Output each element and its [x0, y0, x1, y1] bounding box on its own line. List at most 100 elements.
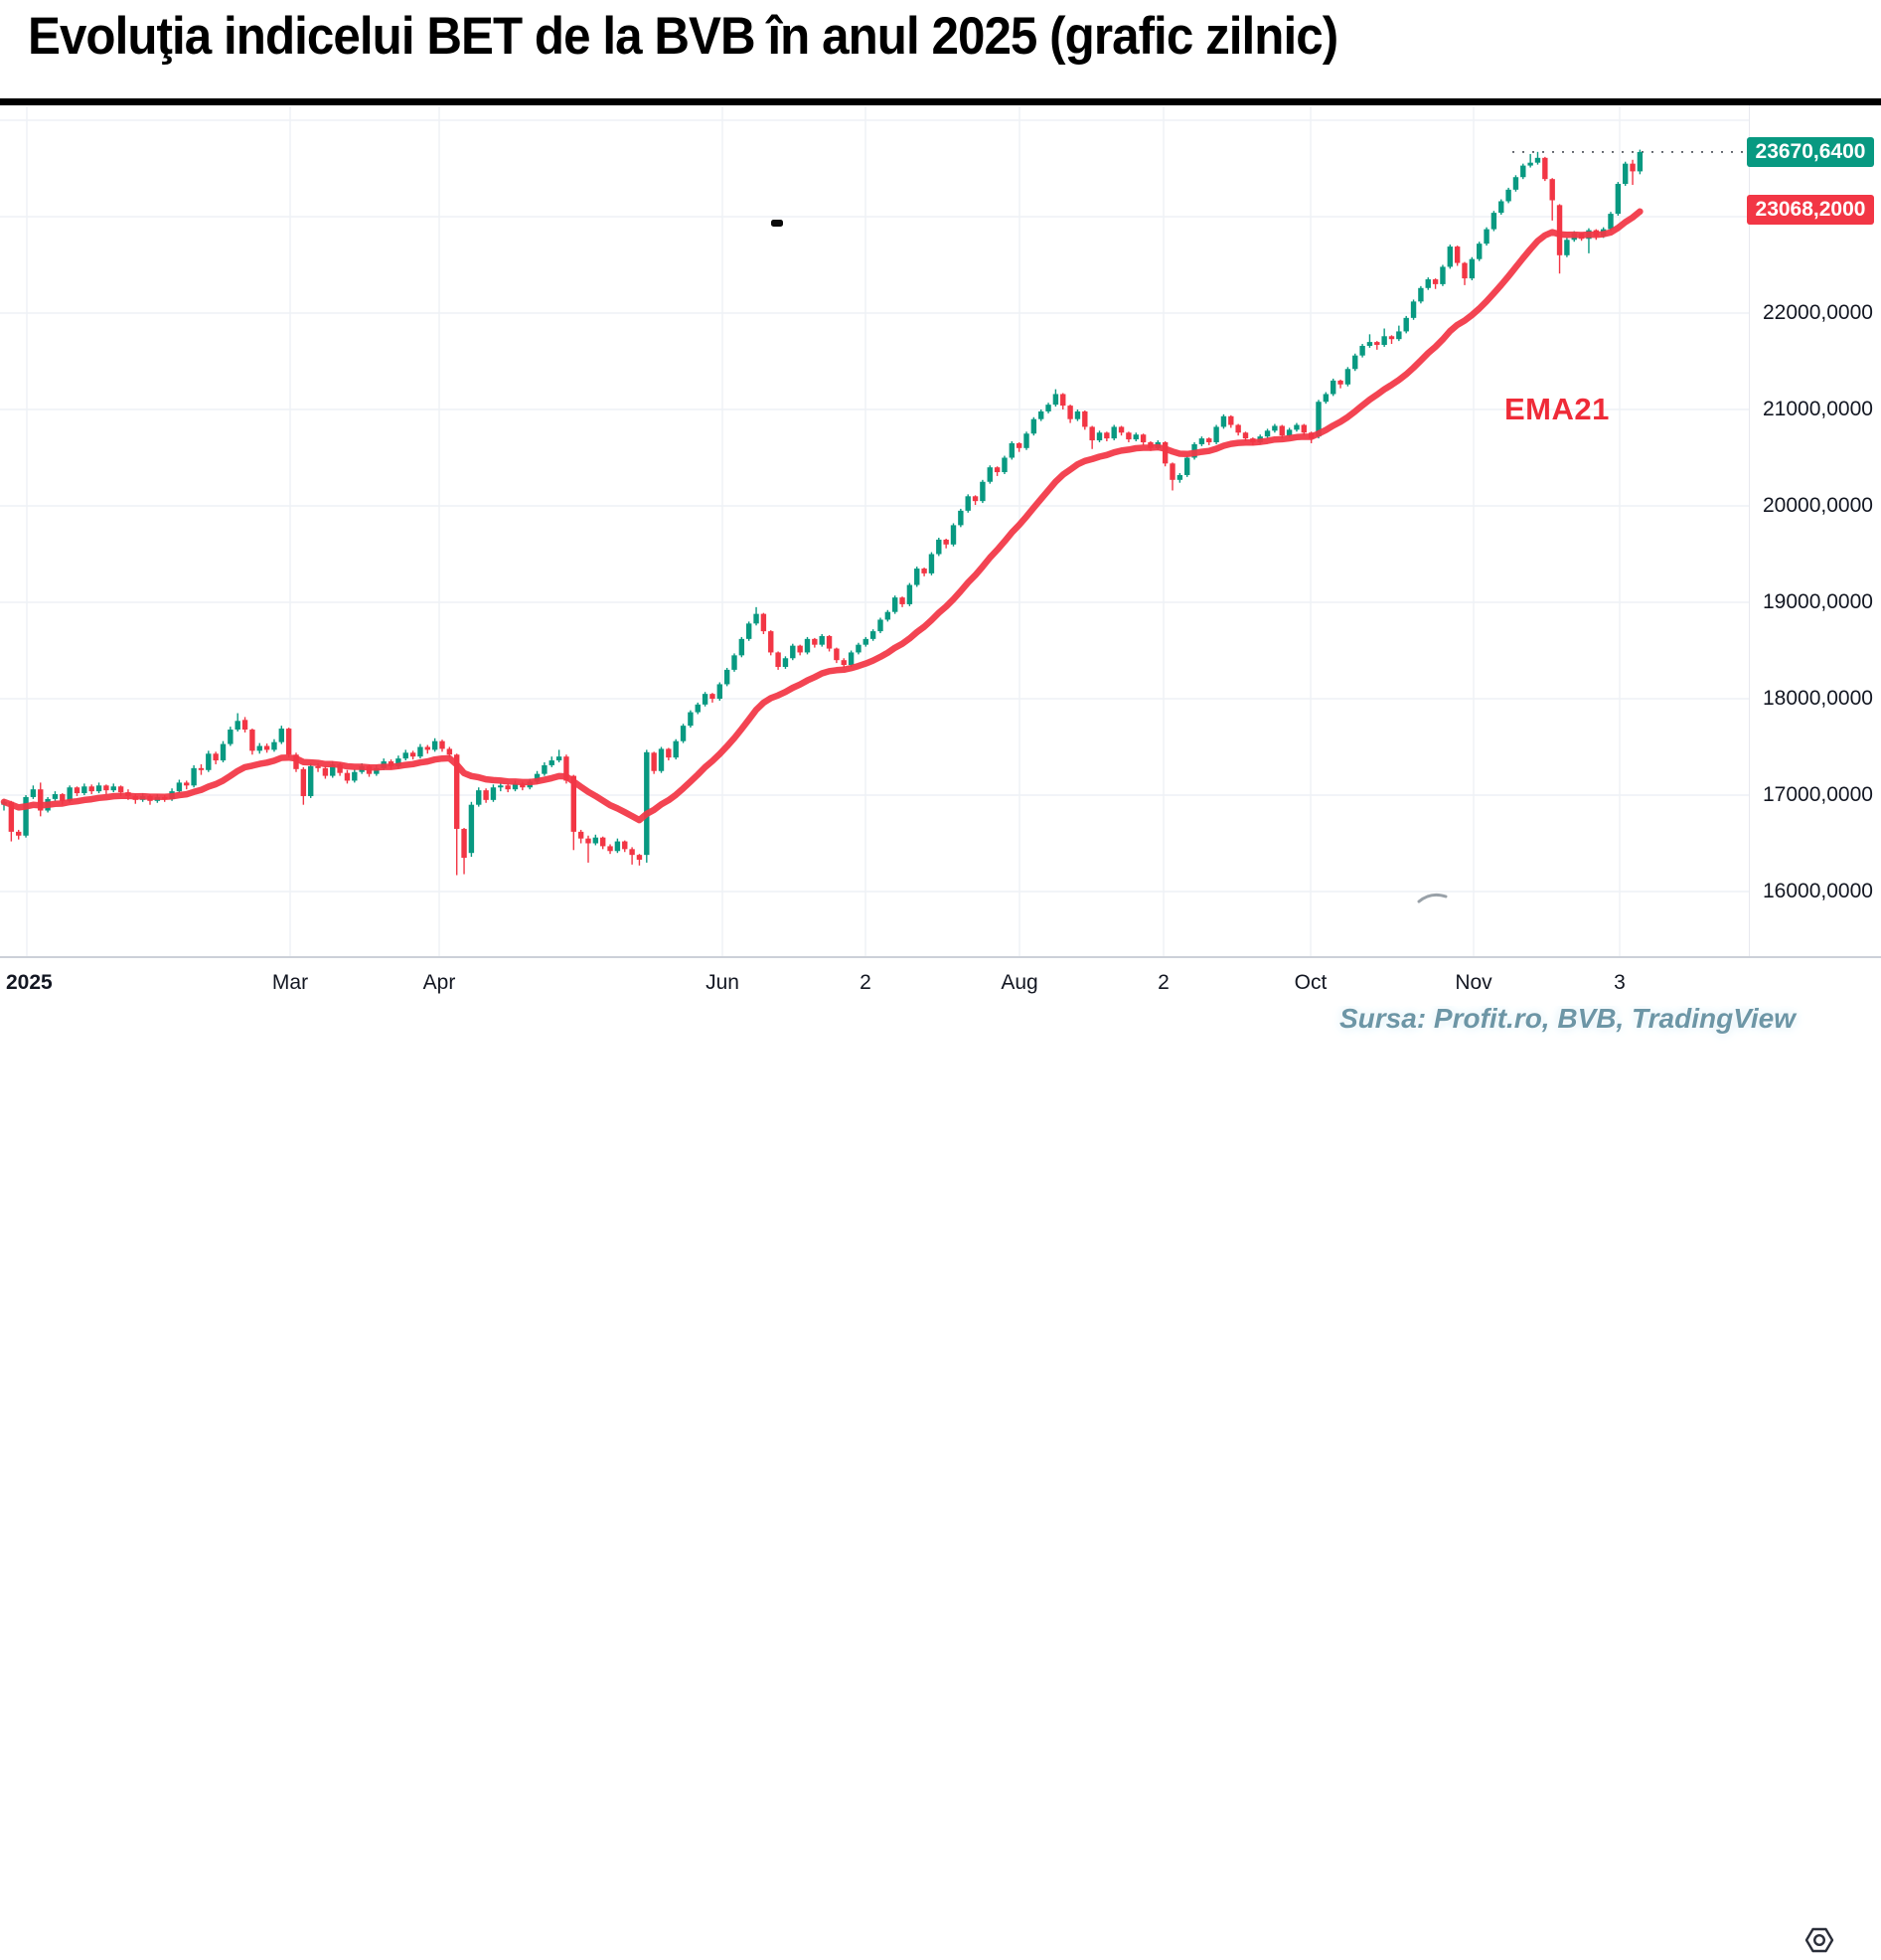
candle-body — [958, 510, 964, 526]
time-axis-label: 2 — [1158, 971, 1170, 994]
candle-body — [81, 786, 87, 794]
candle-body — [322, 767, 329, 776]
candle-body — [417, 746, 423, 757]
candle-body — [1118, 426, 1125, 433]
candle-body — [622, 841, 628, 850]
candle-body — [768, 631, 774, 653]
candle-body — [1374, 342, 1380, 346]
candle-body — [1184, 457, 1190, 475]
candle-body — [1067, 406, 1073, 419]
price-axis-label: 20000,0000 — [1763, 494, 1873, 517]
candle-body — [790, 645, 796, 659]
candle-body — [673, 740, 679, 758]
time-axis-label: Apr — [422, 971, 456, 994]
last-price-badge: 23670,6400 — [1747, 136, 1874, 167]
candle-body — [1023, 433, 1029, 448]
candle-body — [555, 756, 562, 761]
price-axis[interactable]: 23670,6400 23068,2000 22000,0000 21000,00… — [1747, 105, 1881, 956]
candle-body — [877, 619, 883, 632]
candle-body — [570, 775, 576, 832]
candle-body — [60, 794, 66, 801]
candle-body — [549, 760, 554, 765]
candle-body — [409, 752, 416, 757]
candle-body — [67, 787, 73, 801]
candle-body — [731, 655, 737, 670]
candle-body — [709, 694, 715, 699]
candle-body — [1286, 429, 1293, 436]
candle-body — [1279, 425, 1285, 436]
candle-body — [804, 638, 811, 653]
candle-body — [1301, 424, 1307, 433]
candle-body — [1272, 425, 1278, 431]
candle-body — [1425, 279, 1431, 288]
candle-body — [1170, 463, 1176, 480]
candle-body — [1052, 394, 1059, 406]
candle-body — [775, 652, 781, 667]
candle-body — [577, 831, 584, 839]
candle-body — [1381, 336, 1387, 346]
candle-body — [1462, 262, 1468, 279]
price-axis-label: 16000,0000 — [1763, 880, 1873, 902]
candle-body — [892, 597, 898, 612]
candle-body — [1082, 410, 1088, 427]
candle-body — [263, 745, 270, 750]
candle-body — [344, 772, 351, 781]
settings-icon[interactable] — [1801, 1923, 1838, 1957]
candle-body — [117, 786, 124, 793]
candle-body — [1630, 163, 1636, 172]
candle-body — [812, 638, 818, 645]
candle-body — [563, 756, 569, 781]
candle-body — [636, 855, 643, 860]
candle-body — [1344, 369, 1351, 385]
candle-body — [1264, 430, 1271, 437]
candle-body — [110, 786, 116, 791]
candle-body — [520, 783, 526, 788]
candle-body — [16, 831, 22, 836]
candle-body — [753, 613, 759, 624]
candle-body — [1637, 151, 1644, 172]
candle-body — [658, 748, 665, 771]
time-axis[interactable]: 2025 Mar Apr Jun 2 Aug 2 Oct Nov 3 — [0, 956, 1881, 1953]
candle-body — [241, 720, 248, 731]
candle-body — [980, 481, 986, 502]
candle-body — [1440, 266, 1446, 284]
candle-body — [1323, 394, 1330, 403]
title-divider — [0, 98, 1881, 105]
candle-body — [468, 804, 475, 854]
candle-body — [395, 758, 401, 766]
candle-body — [928, 554, 935, 573]
candle-body — [1564, 240, 1570, 255]
candle-body — [987, 467, 993, 482]
candle-body — [1074, 410, 1081, 419]
candle-body — [607, 846, 613, 852]
candle-body — [476, 790, 482, 805]
candle-body — [505, 785, 511, 790]
candle-body — [184, 782, 190, 786]
candle-body — [1527, 162, 1533, 166]
candle-body — [235, 721, 240, 731]
candle-body — [446, 748, 453, 755]
candle-body — [1096, 432, 1103, 441]
candle-body — [666, 748, 672, 758]
candle-body — [1615, 184, 1622, 215]
candle-body — [498, 785, 504, 788]
candle-body — [826, 635, 833, 649]
watermark-swoosh-icon — [1417, 893, 1448, 903]
candle-body — [220, 743, 227, 761]
candle-body — [760, 613, 767, 632]
candle-body — [1352, 355, 1358, 370]
candle-body — [1198, 438, 1205, 444]
candle-body — [439, 740, 445, 749]
chart-area[interactable]: EMA21 Sursa: Profit.ro, BVB, TradingView — [0, 105, 1796, 1034]
candle-body — [52, 794, 59, 799]
candle-body — [1220, 415, 1227, 427]
candle-body — [1162, 441, 1169, 464]
candle-body — [972, 496, 979, 502]
candle-body — [330, 763, 336, 776]
candle-body — [688, 712, 694, 727]
candle-body — [1396, 331, 1402, 340]
candle-body — [352, 771, 358, 781]
candle-body — [461, 828, 467, 859]
candle-body — [483, 790, 489, 800]
price-axis-label: 22000,0000 — [1763, 301, 1873, 324]
